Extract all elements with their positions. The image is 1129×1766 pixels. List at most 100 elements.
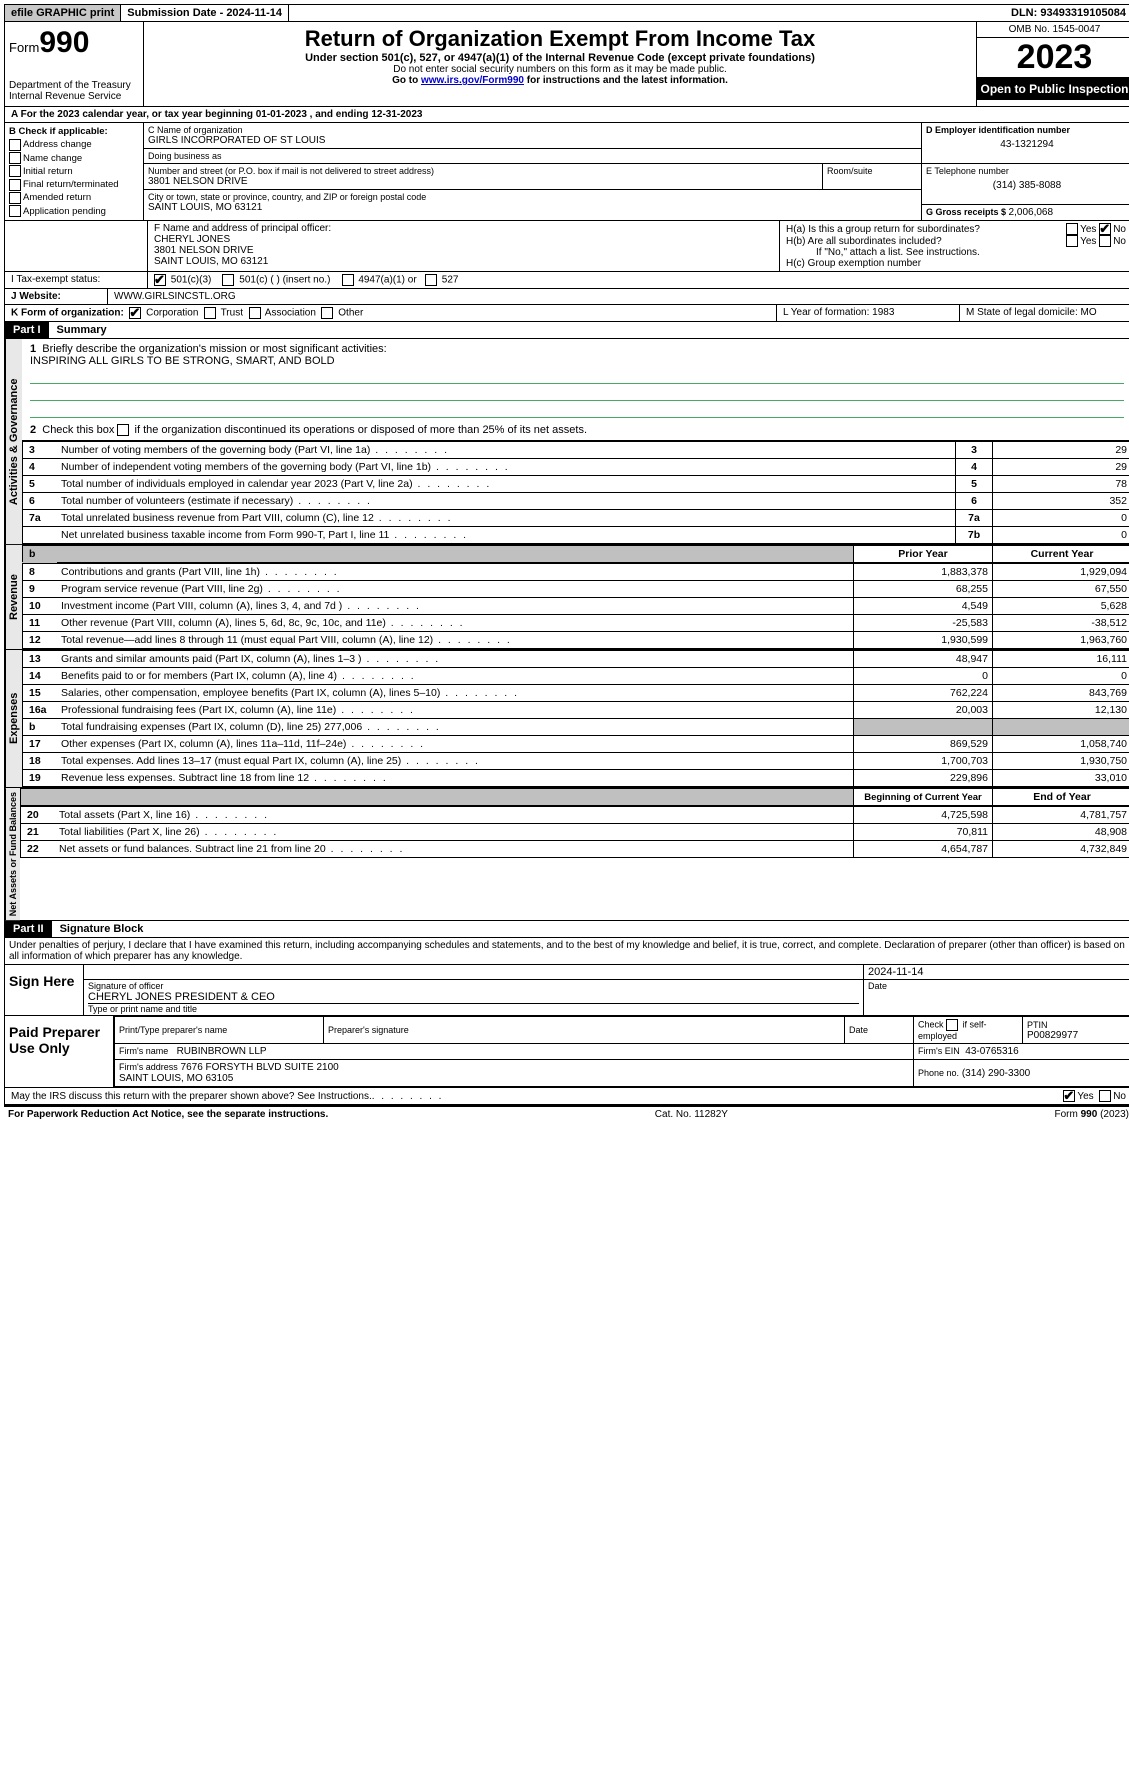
city-value: SAINT LOUIS, MO 63121 bbox=[148, 202, 917, 213]
sig-name-label: Type or print name and title bbox=[88, 1004, 859, 1014]
subtitle-2: Do not enter social security numbers on … bbox=[148, 64, 972, 75]
cb-other[interactable] bbox=[321, 307, 333, 319]
ptin-val: P00829977 bbox=[1027, 1030, 1127, 1041]
checkbox-initial[interactable] bbox=[9, 165, 21, 177]
row-a-period: A For the 2023 calendar year, or tax yea… bbox=[4, 107, 1129, 123]
officer-label: F Name and address of principal officer: bbox=[154, 223, 773, 234]
subtitle-1: Under section 501(c), 527, or 4947(a)(1)… bbox=[148, 52, 972, 64]
sig-officer-label: Signature of officer bbox=[88, 981, 859, 991]
part1-title: Summary bbox=[49, 322, 1129, 338]
q2-text: Check this box if the organization disco… bbox=[42, 424, 587, 436]
prep-name-lab: Print/Type preparer's name bbox=[119, 1025, 319, 1035]
efile-label: efile GRAPHIC print bbox=[5, 5, 121, 21]
part2-title: Signature Block bbox=[52, 921, 1129, 937]
entity-block: B Check if applicable: Address change Na… bbox=[4, 123, 1129, 221]
governance-table: 3Number of voting members of the governi… bbox=[22, 441, 1129, 544]
revenue-table: 8Contributions and grants (Part VIII, li… bbox=[22, 563, 1129, 649]
cb-501c3[interactable] bbox=[154, 274, 166, 286]
gov-vert-label: Activities & Governance bbox=[5, 339, 22, 544]
firm-phone: (314) 290-3300 bbox=[962, 1068, 1030, 1079]
fh-row: F Name and address of principal officer:… bbox=[4, 221, 1129, 272]
form-title: Return of Organization Exempt From Incom… bbox=[148, 26, 972, 52]
checkbox-address-change[interactable] bbox=[9, 139, 21, 151]
dba-label: Doing business as bbox=[148, 151, 917, 161]
firm-name-lab: Firm's name bbox=[119, 1046, 168, 1056]
m-state: M State of legal domicile: MO bbox=[960, 305, 1129, 321]
paid-preparer: Paid Preparer Use Only bbox=[5, 1016, 114, 1087]
discuss-question: May the IRS discuss this return with the… bbox=[11, 1091, 372, 1102]
officer-value: CHERYL JONES 3801 NELSON DRIVE SAINT LOU… bbox=[154, 234, 773, 267]
website-value: WWW.GIRLSINCSTL.ORG bbox=[108, 289, 1129, 304]
j-label: J Website: bbox=[5, 289, 108, 304]
hb-yes[interactable] bbox=[1066, 235, 1078, 247]
dln: DLN: 93493319105084 bbox=[1005, 5, 1129, 21]
rev-vert-label: Revenue bbox=[5, 545, 22, 649]
revenue-header: bPrior YearCurrent Year bbox=[22, 545, 1129, 563]
firm-phone-lab: Phone no. bbox=[918, 1068, 959, 1078]
ha-label: H(a) Is this a group return for subordin… bbox=[786, 224, 1066, 235]
cb-4947[interactable] bbox=[342, 274, 354, 286]
open-public: Open to Public Inspection bbox=[977, 78, 1129, 100]
footer-left: For Paperwork Reduction Act Notice, see … bbox=[8, 1109, 328, 1120]
sig-date: 2024-11-14 bbox=[864, 965, 1129, 980]
net-header: Beginning of Current YearEnd of Year bbox=[20, 788, 1129, 806]
dept-label: Department of the Treasury Internal Reve… bbox=[9, 80, 139, 102]
checkbox-amended[interactable] bbox=[9, 192, 21, 204]
top-bar: efile GRAPHIC print Submission Date - 20… bbox=[4, 4, 1129, 22]
goto-post: for instructions and the latest informat… bbox=[524, 75, 728, 86]
cb-assoc[interactable] bbox=[249, 307, 261, 319]
ein-value: 43-1321294 bbox=[926, 135, 1128, 150]
hb-label: H(b) Are all subordinates included? bbox=[786, 236, 1066, 247]
cb-trust[interactable] bbox=[204, 307, 216, 319]
c-name-label: C Name of organization bbox=[148, 125, 917, 135]
firm-addr-lab: Firm's address bbox=[119, 1062, 178, 1072]
mission-text: INSPIRING ALL GIRLS TO BE STRONG, SMART,… bbox=[30, 355, 1124, 367]
room-label: Room/suite bbox=[827, 166, 917, 176]
hc-label: H(c) Group exemption number bbox=[786, 258, 1126, 269]
declaration: Under penalties of perjury, I declare th… bbox=[4, 938, 1129, 965]
cb-501c[interactable] bbox=[222, 274, 234, 286]
cb-self-emp[interactable] bbox=[946, 1019, 958, 1031]
ha-no[interactable] bbox=[1099, 223, 1111, 235]
goto-pre: Go to bbox=[392, 75, 421, 86]
city-label: City or town, state or province, country… bbox=[148, 192, 917, 202]
checkbox-name-change[interactable] bbox=[9, 152, 21, 164]
part2-head: Part II bbox=[5, 921, 52, 937]
cb-corp[interactable] bbox=[129, 307, 141, 319]
street-address: 3801 NELSON DRIVE bbox=[148, 176, 818, 187]
exp-vert-label: Expenses bbox=[5, 650, 22, 787]
hb-note: If "No," attach a list. See instructions… bbox=[786, 247, 1126, 258]
net-table: 20Total assets (Part X, line 16)4,725,59… bbox=[20, 806, 1129, 858]
ha-yes[interactable] bbox=[1066, 223, 1078, 235]
part1-head: Part I bbox=[5, 322, 49, 338]
omb-number: OMB No. 1545-0047 bbox=[977, 22, 1129, 38]
footer-mid: Cat. No. 11282Y bbox=[655, 1109, 728, 1120]
firm-ein-lab: Firm's EIN bbox=[918, 1046, 960, 1056]
firm-name: RUBINBROWN LLP bbox=[177, 1046, 267, 1057]
date-label: Date bbox=[864, 980, 1129, 1015]
gross-label: G Gross receipts $ bbox=[926, 207, 1009, 217]
discuss-no[interactable] bbox=[1099, 1090, 1111, 1102]
cb-discontinued[interactable] bbox=[117, 424, 129, 436]
q1-label: Briefly describe the organization's miss… bbox=[42, 343, 386, 355]
i-label: I Tax-exempt status: bbox=[5, 272, 148, 288]
checkbox-pending[interactable] bbox=[9, 205, 21, 217]
checkbox-final[interactable] bbox=[9, 179, 21, 191]
b-header: B Check if applicable: bbox=[9, 125, 139, 138]
tax-year: 2023 bbox=[977, 38, 1129, 78]
net-vert-label: Net Assets or Fund Balances bbox=[5, 788, 20, 920]
ptin-lab: PTIN bbox=[1027, 1020, 1127, 1030]
irs-link[interactable]: www.irs.gov/Form990 bbox=[421, 75, 524, 86]
form-number: 990 bbox=[39, 26, 89, 59]
prep-sig-lab: Preparer's signature bbox=[328, 1025, 840, 1035]
discuss-yes[interactable] bbox=[1063, 1090, 1075, 1102]
k-label: K Form of organization: bbox=[11, 308, 124, 319]
ein-label: D Employer identification number bbox=[926, 125, 1128, 135]
cb-527[interactable] bbox=[425, 274, 437, 286]
hb-no[interactable] bbox=[1099, 235, 1111, 247]
org-name: GIRLS INCORPORATED OF ST LOUIS bbox=[148, 135, 917, 146]
expenses-table: 13Grants and similar amounts paid (Part … bbox=[22, 650, 1129, 787]
phone-label: E Telephone number bbox=[926, 166, 1128, 176]
gross-value: 2,006,068 bbox=[1009, 207, 1054, 218]
sign-here: Sign Here bbox=[5, 965, 84, 1015]
